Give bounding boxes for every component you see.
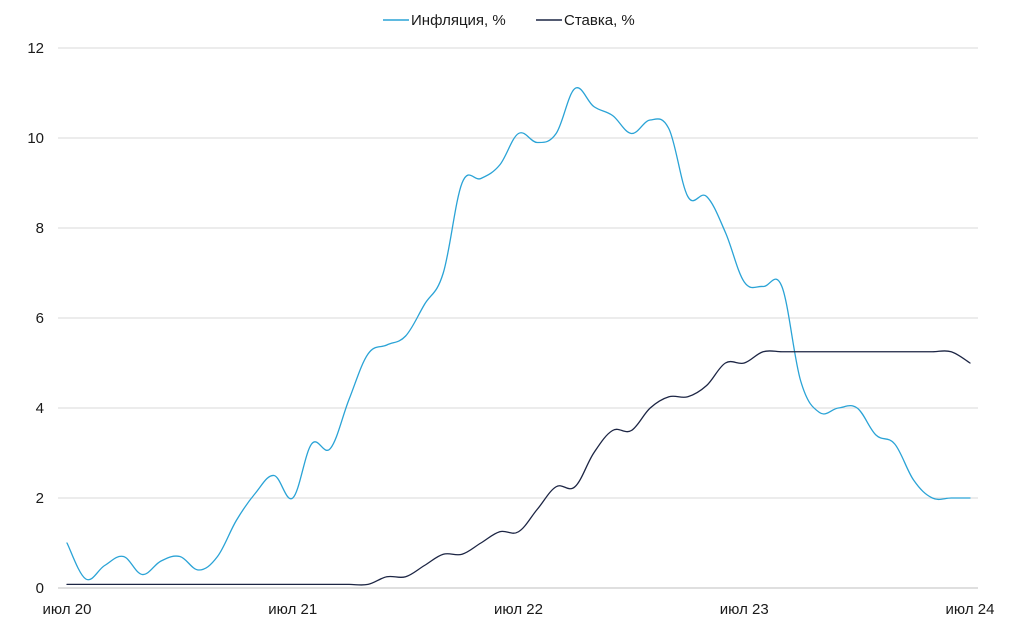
legend-label: Ставка, %: [564, 12, 635, 29]
legend-label: Инфляция, %: [411, 12, 506, 29]
inflation-series-line: [66, 87, 971, 581]
y-tick-label: 0: [36, 580, 44, 597]
y-tick-label: 12: [27, 40, 44, 57]
y-tick-label: 2: [36, 490, 44, 507]
legend: Инфляция, % Ставка, %: [383, 12, 635, 29]
grid: [58, 47, 978, 589]
y-tick-label: 6: [36, 310, 44, 327]
y-tick-label: 10: [27, 130, 44, 147]
x-tick-label: июл 21: [268, 601, 317, 618]
x-axis-ticks: июл 20 июл 21 июл 22 июл 23 июл 24: [43, 601, 995, 618]
series-lines: [66, 87, 971, 586]
y-tick-label: 4: [36, 400, 44, 417]
y-axis-ticks: 0 2 4 6 8 10 12: [27, 40, 44, 597]
x-tick-label: июл 23: [720, 601, 769, 618]
y-tick-label: 8: [36, 220, 44, 237]
x-tick-label: июл 22: [494, 601, 543, 618]
x-tick-label: июл 20: [43, 601, 92, 618]
x-tick-label: июл 24: [946, 601, 995, 618]
rate-series-line: [66, 350, 971, 586]
